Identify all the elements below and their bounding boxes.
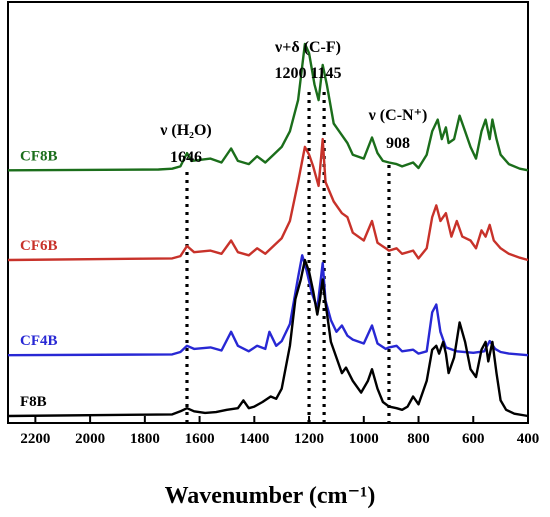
x-tick-label-2000: 2000 bbox=[75, 431, 105, 447]
x-tick-label-600: 600 bbox=[462, 431, 485, 447]
series-line-cf6b bbox=[7, 137, 529, 262]
series-line-f8b bbox=[7, 258, 529, 418]
series-line-cf4b bbox=[7, 254, 529, 357]
x-axis-ticks: 2200 2000 1800 1600 1400 1200 1000 800 600 400 bbox=[20, 416, 539, 447]
series-lines bbox=[7, 42, 529, 418]
marker-lines bbox=[185, 92, 391, 423]
x-tick-label-1600: 1600 bbox=[185, 431, 215, 447]
x-tick-label-400: 400 bbox=[517, 431, 540, 447]
series-label-f8b: F8B bbox=[20, 394, 47, 410]
x-tick-label-800: 800 bbox=[407, 431, 430, 447]
series-label-cf6b: CF6B bbox=[20, 238, 58, 254]
cn-annotation-title: ν (C-N⁺) bbox=[368, 107, 428, 124]
cf-annotation-values: 1200 1145 bbox=[274, 65, 341, 82]
plot-frame bbox=[7, 1, 529, 424]
series-line-cf8b bbox=[7, 42, 529, 172]
series-label-cf4b: CF4B bbox=[20, 333, 58, 349]
series-label-cf8b: CF8B bbox=[20, 148, 58, 164]
cf-annotation-title: ν+δ (C-F) bbox=[274, 39, 341, 56]
cn-annotation-value: 908 bbox=[386, 135, 410, 152]
h2o-annotation-title: ν (H₂O) bbox=[159, 122, 212, 139]
h2o-annotation-value: 1646 bbox=[170, 149, 202, 166]
x-tick-label-1800: 1800 bbox=[130, 431, 160, 447]
x-tick-label-1000: 1000 bbox=[349, 431, 379, 447]
x-axis-title: Wavenumber (cm⁻¹) bbox=[165, 483, 376, 509]
x-tick-label-1400: 1400 bbox=[239, 431, 269, 447]
x-tick-label-1200: 1200 bbox=[294, 431, 324, 447]
x-tick-label-2200: 2200 bbox=[20, 431, 50, 447]
series-labels: CF8B CF6B CF4B F8B bbox=[20, 148, 58, 410]
